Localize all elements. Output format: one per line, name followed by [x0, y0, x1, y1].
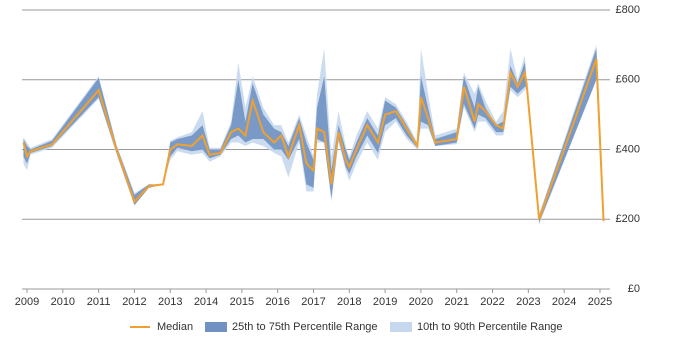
x-tick-label: 2021: [444, 296, 468, 308]
x-tick-label: 2014: [194, 296, 218, 308]
x-tick-label: 2018: [337, 296, 361, 308]
x-tick-label: 2020: [409, 296, 433, 308]
y-tick-label: £600: [616, 74, 640, 86]
x-tick-label: 2023: [516, 296, 540, 308]
x-tick-label: 2010: [51, 296, 75, 308]
x-tick-label: 2013: [158, 296, 182, 308]
x-tick-label: 2024: [552, 296, 576, 308]
x-tick-label: 2017: [301, 296, 325, 308]
legend-swatch: [390, 322, 412, 332]
y-tick-label: £200: [616, 213, 640, 225]
legend-label: 10th to 90th Percentile Range: [417, 321, 563, 333]
y-tick-label: £400: [616, 143, 640, 155]
x-tick-label: 2009: [15, 296, 39, 308]
y-tick-label: £0: [628, 283, 640, 295]
x-tick-label: 2012: [122, 296, 146, 308]
legend-label: 25th to 75th Percentile Range: [232, 321, 378, 333]
median-line: [22, 58, 605, 222]
x-tick-label: 2015: [230, 296, 254, 308]
legend-swatch: [205, 322, 227, 332]
x-tick-label: 2016: [265, 296, 289, 308]
legend-label: Median: [157, 321, 193, 333]
x-tick-label: 2019: [373, 296, 397, 308]
y-tick-label: £800: [616, 4, 640, 16]
x-tick-label: 2022: [480, 296, 504, 308]
x-tick-label: 2025: [588, 296, 612, 308]
x-tick-label: 2011: [87, 296, 111, 308]
range-band: [23, 44, 604, 227]
